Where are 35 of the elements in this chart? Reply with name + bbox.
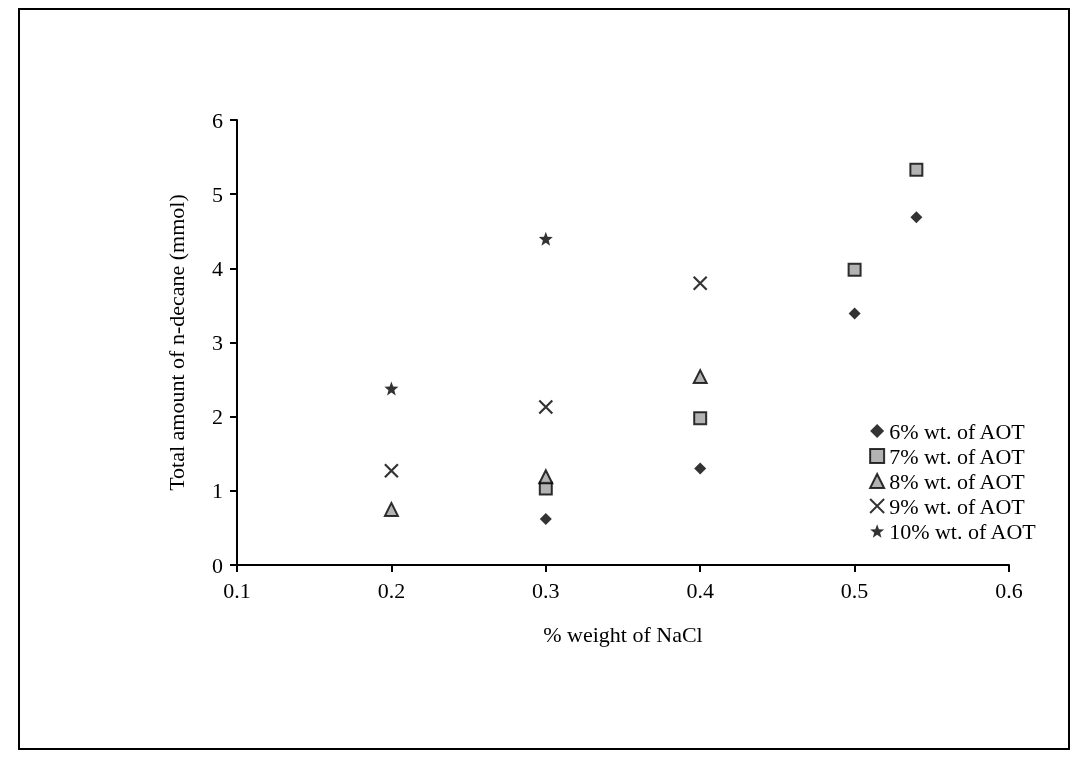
y-tick-label: 4: [212, 255, 223, 281]
legend-label: 10% wt. of AOT: [889, 518, 1037, 544]
x-tick-label: 0.1: [223, 577, 251, 603]
y-tick-label: 1: [212, 478, 223, 504]
y-tick-label: 2: [212, 404, 223, 430]
point: [848, 307, 861, 320]
y-tick-label: 5: [212, 181, 223, 207]
x-tick-label: 0.6: [995, 577, 1023, 603]
point: [538, 231, 553, 246]
point: [538, 469, 554, 485]
y-tick-label: 3: [212, 330, 223, 355]
point: [692, 369, 708, 385]
y-tick-label: 0: [212, 552, 223, 578]
point: [910, 211, 923, 224]
legend-label: 9% wt. of AOT: [889, 493, 1026, 519]
x-tick-label: 0.5: [840, 577, 869, 603]
point: [909, 162, 924, 177]
legend-label: 8% wt. of AOT: [889, 468, 1026, 494]
point: [384, 381, 399, 396]
legend-label: 6% wt. of AOT: [889, 418, 1026, 444]
point: [693, 411, 708, 426]
x-axis-title: % weight of NaCl: [543, 621, 703, 647]
x-tick-label: 0.4: [686, 577, 714, 603]
legend-label: 7% wt. of AOT: [889, 443, 1026, 469]
point: [847, 262, 862, 277]
x-tick-label: 0.2: [377, 577, 406, 603]
point: [539, 513, 552, 526]
x-tick-label: 0.3: [532, 577, 560, 603]
point: [383, 501, 399, 517]
point: [538, 399, 554, 415]
y-axis-title: Total amount of n-decane (mmol): [163, 194, 189, 491]
y-tick-label: 6: [212, 107, 223, 133]
point: [692, 275, 708, 291]
point: [383, 463, 399, 479]
point: [694, 462, 707, 475]
